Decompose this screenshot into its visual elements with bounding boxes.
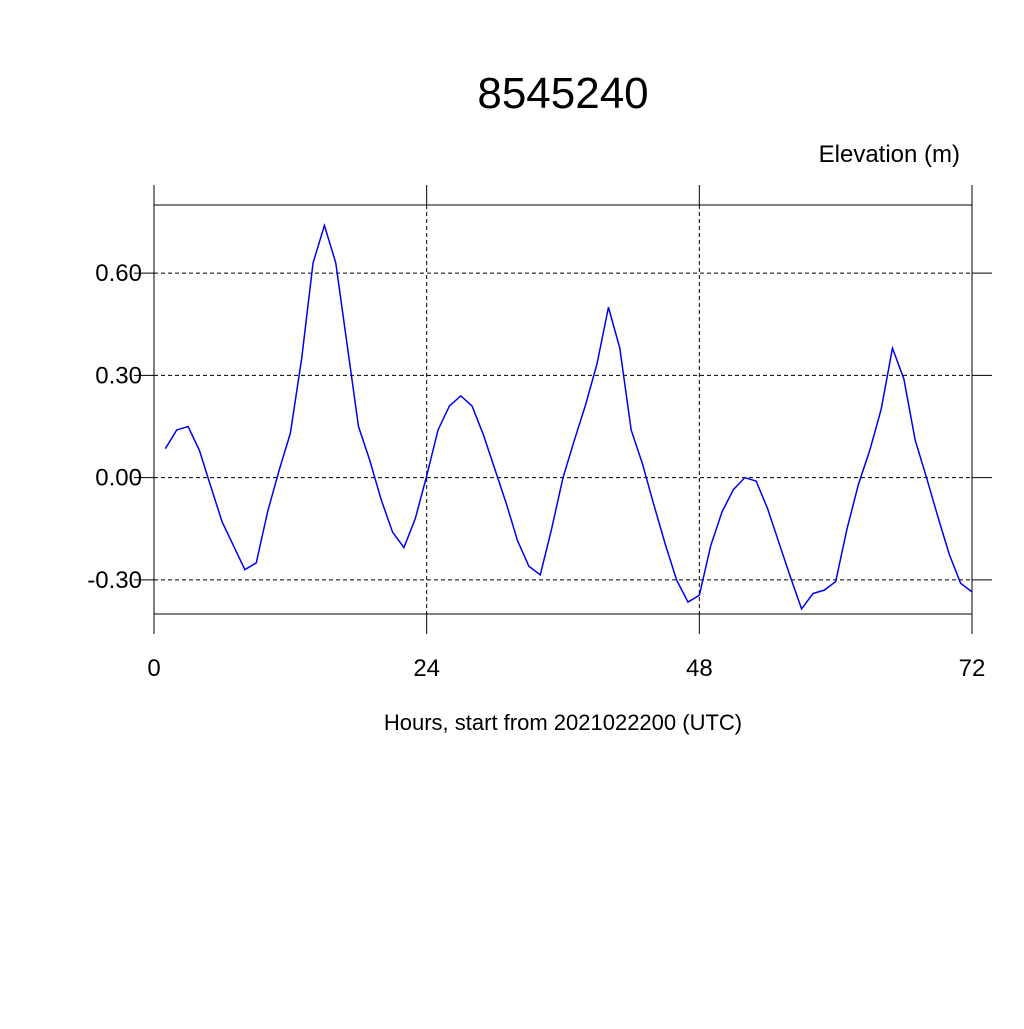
y-tick-label: -0.30 (87, 567, 142, 594)
plot-frame (153, 204, 973, 615)
line-series (164, 222, 973, 611)
x-tick-label: 48 (686, 655, 713, 682)
chart-title: 8545240 (477, 69, 648, 118)
y-axis-label: Elevation (m) (819, 141, 960, 168)
x-axis-label: Hours, start from 2021022200 (UTC) (384, 710, 742, 735)
x-tick-label: 72 (959, 655, 986, 682)
x-tick-label: 0 (147, 655, 160, 682)
x-tick-label: 24 (413, 655, 440, 682)
